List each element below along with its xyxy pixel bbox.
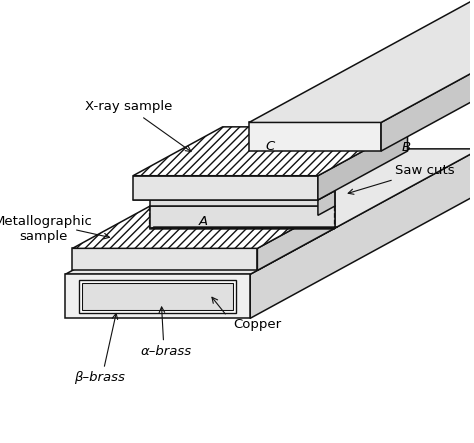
Text: α–brass: α–brass (140, 345, 191, 358)
Polygon shape (73, 206, 335, 249)
Polygon shape (150, 190, 335, 206)
Polygon shape (318, 190, 335, 215)
Polygon shape (318, 127, 408, 200)
Polygon shape (65, 274, 250, 319)
Text: A: A (199, 215, 208, 229)
Polygon shape (133, 190, 335, 200)
Polygon shape (249, 0, 474, 122)
Polygon shape (82, 283, 233, 310)
Polygon shape (79, 280, 236, 313)
Text: Metallographic
sample: Metallographic sample (0, 215, 92, 243)
Polygon shape (250, 149, 474, 319)
Text: C: C (265, 140, 275, 153)
Polygon shape (257, 206, 335, 270)
Text: Saw cuts: Saw cuts (348, 164, 455, 194)
Text: B: B (402, 141, 411, 155)
Polygon shape (65, 149, 474, 274)
Polygon shape (133, 176, 318, 200)
Text: X-ray sample: X-ray sample (84, 101, 191, 152)
Polygon shape (381, 0, 474, 151)
Polygon shape (133, 127, 408, 176)
Text: β–brass: β–brass (74, 371, 125, 384)
Polygon shape (249, 122, 381, 151)
Polygon shape (73, 249, 257, 270)
Text: Copper: Copper (234, 319, 282, 331)
Polygon shape (150, 206, 335, 228)
